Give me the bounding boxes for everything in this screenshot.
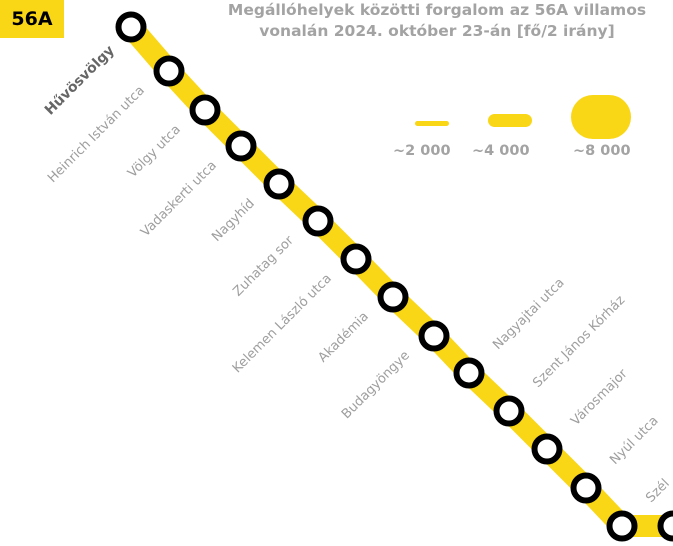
stop-label: Budagyöngye <box>339 348 413 422</box>
stop-label: Nagyhíd <box>209 196 258 245</box>
stop-label: Nyúl utca <box>607 413 661 467</box>
stop-label: Városmajor <box>568 366 631 429</box>
stop-marker <box>377 281 409 313</box>
stop-marker <box>657 510 673 542</box>
stop-label: Akadémia <box>316 309 372 365</box>
stop-marker <box>418 320 450 352</box>
stop-marker <box>453 357 485 389</box>
stop-marker <box>570 472 602 504</box>
legend-label-large: ~8 000 <box>573 143 631 159</box>
stop-label: Hűvösvölgy <box>42 43 118 119</box>
stop-label: Zuhatag sor <box>230 233 297 300</box>
title-line-1: Megállóhelyek közötti forgalom az 56A vi… <box>227 1 647 19</box>
stop-marker <box>531 433 563 465</box>
chart-title: Megállóhelyek közötti forgalom az 56A vi… <box>197 0 673 42</box>
stop-marker <box>302 205 334 237</box>
stop-marker <box>189 94 221 126</box>
stop-label: Nagyajtai utca <box>490 275 567 352</box>
legend-swatch-large <box>571 95 631 139</box>
legend-swatch-small <box>415 121 449 126</box>
legend-label-medium: ~4 000 <box>472 143 530 159</box>
stop-label: Szél <box>643 476 672 505</box>
stop-label: Völgy utca <box>125 122 184 181</box>
legend: ~2 000 ~4 000 ~8 000 <box>385 93 645 173</box>
stop-marker <box>493 395 525 427</box>
stop-marker <box>263 168 295 200</box>
stop-label: Vadaskerti utca <box>138 158 220 240</box>
legend-label-small: ~2 000 <box>393 143 451 159</box>
stops-layer <box>115 11 673 542</box>
stop-marker <box>115 11 147 43</box>
title-line-2: vonalán 2024. október 23-án [fő/2 irány] <box>259 22 615 40</box>
stop-marker <box>340 243 372 275</box>
stop-marker <box>153 55 185 87</box>
stop-marker <box>225 130 257 162</box>
stop-marker <box>606 510 638 542</box>
line-badge: 56A <box>0 0 64 38</box>
legend-swatch-medium <box>488 114 532 127</box>
